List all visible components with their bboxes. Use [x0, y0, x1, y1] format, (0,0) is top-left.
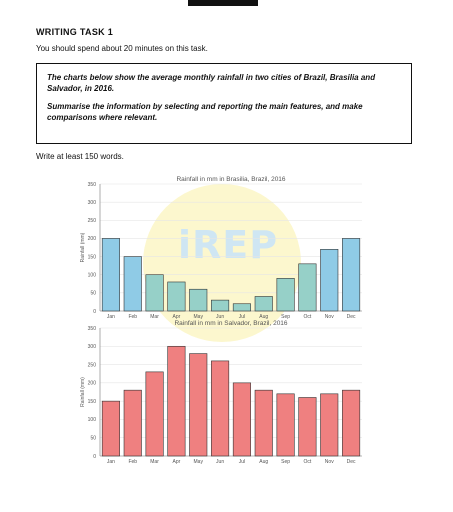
x-tick-label: Dec [347, 459, 356, 465]
x-tick-label: Aug [259, 314, 268, 320]
bar-may [189, 288, 208, 312]
chart-title: Rainfall in mm in Salvador, Brazil, 2016 [174, 320, 287, 327]
y-axis-label: Rainfall (mm) [80, 232, 86, 262]
bar-nov [320, 249, 339, 312]
x-tick-label: Oct [304, 314, 312, 320]
x-tick-label: Mar [150, 314, 159, 320]
y-tick-label: 350 [88, 326, 97, 332]
bar-aug [254, 389, 273, 457]
bar-apr [167, 281, 186, 312]
bar-apr [167, 345, 186, 457]
x-tick-label: Nov [325, 314, 334, 320]
y-tick-label: 0 [93, 454, 96, 460]
bar-jun [211, 299, 230, 312]
y-tick-label: 0 [93, 309, 96, 315]
y-tick-label: 50 [90, 436, 96, 442]
y-tick-label: 150 [88, 254, 97, 260]
x-tick-label: Feb [128, 459, 137, 465]
x-tick-label: Sep [281, 314, 290, 320]
task-prompt-box: The charts below show the average monthl… [36, 63, 412, 144]
x-tick-label: May [194, 314, 204, 320]
bar-sep [276, 393, 295, 457]
bar-oct [298, 263, 317, 312]
bar-mar [145, 274, 164, 312]
bar-may [189, 353, 208, 457]
y-axis-label: Rainfall (mm) [80, 377, 86, 407]
bar-feb [123, 389, 142, 457]
x-tick-label: Jul [239, 459, 245, 465]
bar-mar [145, 371, 164, 457]
brasilia-rainfall-chart: 0 50 100 150 200 250 300 350 Jan Feb Mar Apr May Jun J… [80, 176, 362, 320]
bar-oct [298, 397, 317, 457]
bar-jan [101, 238, 120, 312]
x-tick-label: Jan [107, 459, 115, 465]
task-prompt-description: The charts below show the average monthl… [47, 73, 376, 93]
bar-aug [254, 296, 273, 312]
salvador-rainfall-chart: 0 50 100 150 200 250 300 350 Jan Feb Mar Apr May Jun J… [80, 320, 362, 465]
x-tick-label: Mar [150, 459, 159, 465]
bar-sep [276, 278, 295, 312]
y-tick-label: 300 [88, 200, 97, 206]
bar-jul [232, 382, 251, 457]
x-tick-label: Apr [173, 459, 181, 465]
y-tick-label: 300 [88, 344, 97, 350]
x-tick-label: Oct [304, 459, 312, 465]
x-tick-label: Jun [216, 459, 224, 465]
y-tick-label: 200 [88, 381, 97, 387]
bar-dec [342, 389, 361, 457]
x-tick-label: Aug [259, 459, 268, 465]
x-tick-label: Sep [281, 459, 290, 465]
x-tick-label: Jan [107, 314, 115, 320]
x-tick-label: Feb [128, 314, 137, 320]
x-tick-label: Jun [216, 314, 224, 320]
bar-nov [320, 393, 339, 457]
task-prompt-instruction: Summarise the information by selecting a… [47, 102, 363, 122]
word-count-requirement: Write at least 150 words. [36, 152, 124, 161]
watermark-text: iREP [178, 223, 279, 267]
bar-jul [232, 303, 251, 312]
task-title: WRITING TASK 1 [36, 27, 114, 37]
bar-dec [342, 238, 361, 312]
watermark-logo [143, 184, 301, 342]
x-tick-label: Jul [239, 314, 245, 320]
x-tick-label: Dec [347, 314, 356, 320]
top-decoration-bar [188, 0, 258, 6]
x-tick-label: Nov [325, 459, 334, 465]
y-tick-label: 350 [88, 182, 97, 188]
bar-feb [123, 256, 142, 312]
bar-jun [211, 360, 230, 457]
y-tick-label: 200 [88, 236, 97, 242]
instruction-text: You should spend about 20 minutes on thi… [36, 44, 208, 53]
y-tick-label: 100 [88, 417, 97, 423]
x-tick-label: May [194, 459, 204, 465]
y-tick-label: 250 [88, 362, 97, 368]
x-tick-label: Apr [173, 314, 181, 320]
y-tick-label: 100 [88, 273, 97, 279]
y-tick-label: 250 [88, 218, 97, 224]
bar-jan [101, 400, 120, 457]
y-tick-label: 150 [88, 399, 97, 405]
y-tick-label: 50 [90, 291, 96, 297]
chart-title: Rainfall in mm in Brasilia, Brazil, 2016 [176, 176, 285, 183]
